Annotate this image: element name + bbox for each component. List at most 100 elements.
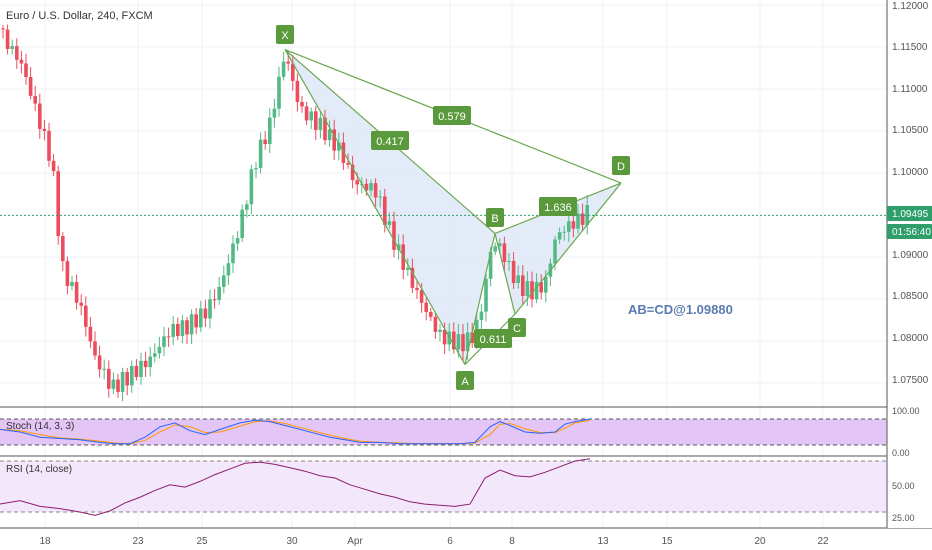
candle [93,331,97,360]
candle [24,53,28,85]
point-label-d: D [617,161,625,173]
candle [74,274,79,310]
candle [203,299,208,327]
candle [176,317,180,340]
time-tick: 15 [661,536,673,547]
candle [507,253,511,272]
pattern-point-x[interactable]: X [276,25,294,44]
candle [189,309,194,344]
price-pane[interactable]: X A B C D 0.417 0.579 0.611 [0,24,887,402]
pattern-point-c[interactable]: C [508,318,526,337]
candle [19,50,24,74]
rsi-label: RSI (14, close) [6,464,72,475]
time-tick: 20 [754,536,766,547]
candle [143,351,148,378]
candle [314,105,318,141]
candle [231,235,235,274]
candle [258,132,263,174]
candle [277,66,281,117]
candle [268,108,272,154]
candle [323,109,327,145]
abcd-annotation: AB=CD@1.09880 [628,302,733,317]
candle [130,360,134,393]
candle [571,212,576,238]
candle [134,359,139,381]
candle [111,372,116,394]
candle [249,164,254,215]
ratio-text-bd: 1.636 [544,202,572,214]
candle [346,153,350,169]
candle [47,122,51,167]
countdown-tag [887,224,932,239]
price-tick: 1.08500 [892,291,929,302]
candle [235,231,240,251]
candle [162,326,166,356]
candle [194,307,198,334]
point-label-b: B [491,213,498,225]
stoch-pane[interactable]: Stoch (14, 3, 3) [0,418,887,446]
candle [56,165,60,245]
candle [576,204,580,234]
candle [415,279,419,299]
price-tick: 1.12000 [892,1,929,12]
last-price-text: 1.09495 [892,209,929,220]
candle [557,227,562,245]
candle [15,38,19,69]
pattern-point-a[interactable]: A [456,371,474,390]
candle [166,327,171,347]
candle [38,93,42,139]
ratio-text-xb: 0.417 [376,136,404,148]
candle [525,271,530,307]
price-tick: 1.10500 [892,125,929,136]
candle [295,73,300,112]
chart-title: Euro / U.S. Dollar, 240, FXCM [6,10,153,22]
candle [484,272,488,322]
pattern-point-b[interactable]: B [486,208,504,227]
time-tick: 30 [286,536,298,547]
pattern-point-d[interactable]: D [612,156,630,175]
time-tick: Apr [347,536,363,547]
candle [10,39,14,55]
point-label-x: X [281,30,289,42]
candle [171,316,175,346]
candle [84,296,88,337]
time-axis[interactable]: 18 23 25 30 Apr 6 8 13 15 20 22 [39,536,829,547]
ratio-text-ac: 0.611 [480,334,507,346]
time-tick: 23 [132,536,144,547]
ratio-label-xd[interactable]: 0.579 [433,106,471,125]
candle [263,131,267,150]
candle [217,276,221,305]
candle [332,119,336,161]
price-tick: 1.08000 [892,333,929,344]
candle [185,316,189,345]
candle [212,289,217,309]
rsi-line [0,458,591,516]
price-tick: 1.11000 [892,84,928,95]
candle [199,300,203,332]
ratio-label-xb[interactable]: 0.417 [371,131,409,150]
time-tick: 8 [509,536,515,547]
candle [369,179,373,197]
rsi-pane[interactable]: RSI (14, close) [0,458,887,516]
candle [493,242,497,256]
price-axis[interactable]: 1.12000 1.11500 1.11000 1.10500 1.10000 … [886,0,932,528]
time-tick: 22 [817,536,829,547]
candle [254,162,258,179]
candle [180,315,185,344]
candle [120,367,125,402]
candle [585,194,589,235]
candle [42,119,47,141]
candle [318,110,323,139]
candle [281,51,286,81]
ratio-label-bd[interactable]: 1.636 [539,197,577,216]
candle [97,345,102,378]
stoch-d-line [0,419,591,445]
candle [580,203,585,232]
candle [272,98,277,128]
candle [125,368,129,396]
ratio-label-ac[interactable]: 0.611 [474,329,512,348]
candle [327,120,332,147]
candle [5,24,10,55]
candle [70,275,74,291]
